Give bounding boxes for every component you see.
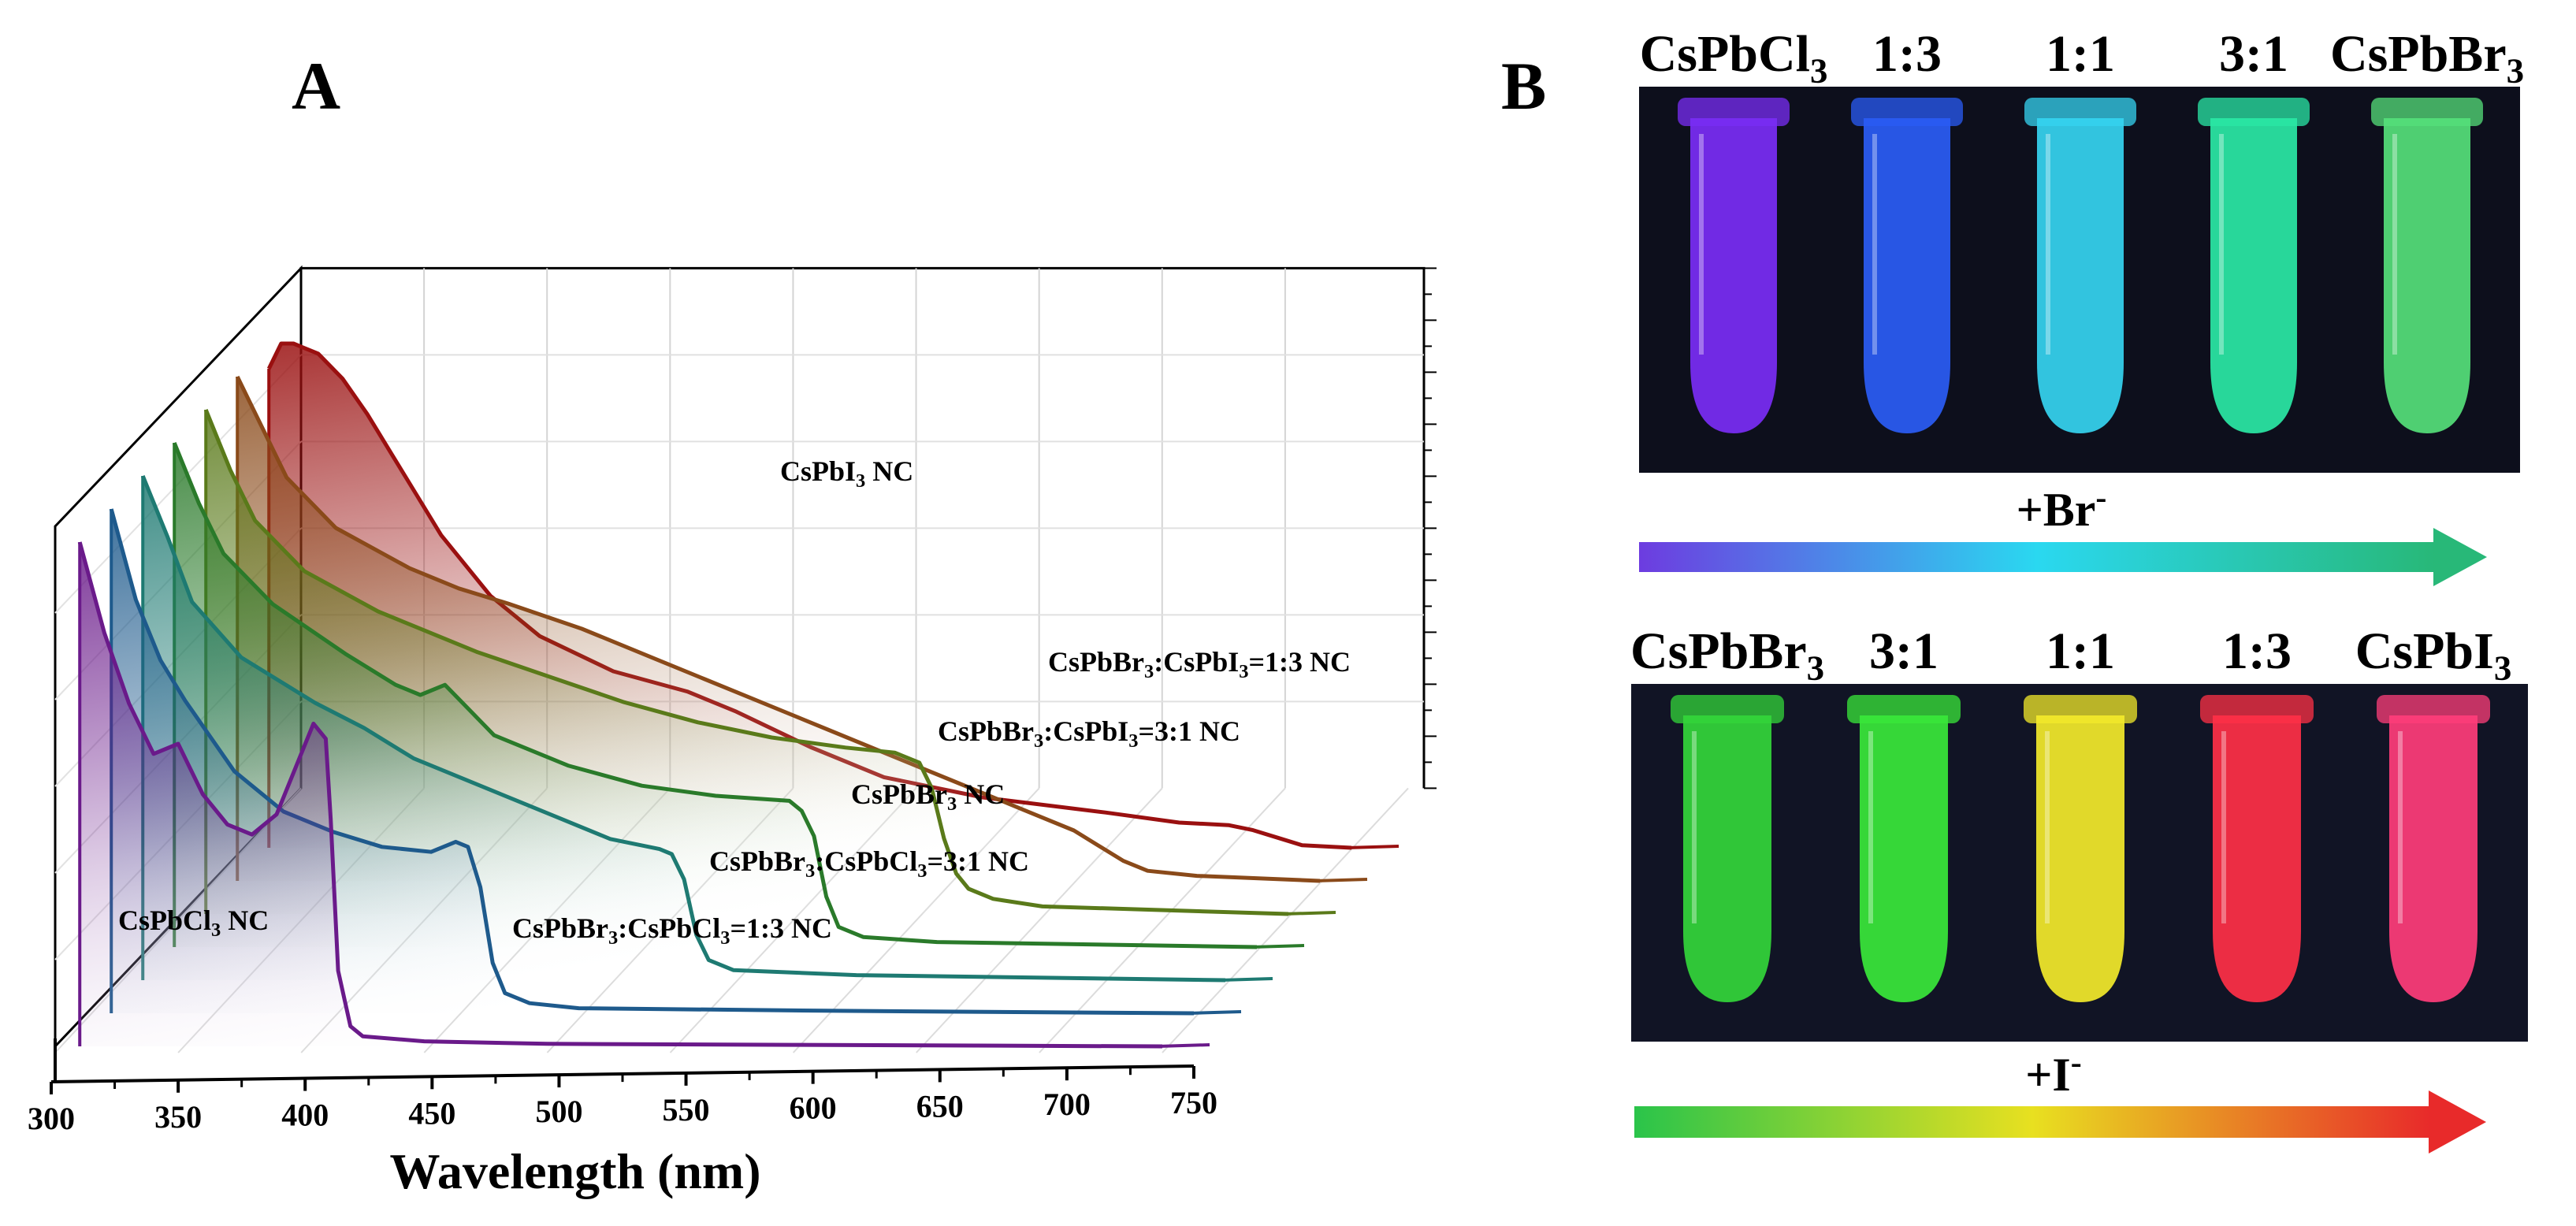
series-line	[77, 541, 1163, 1049]
x-tick-label: 500	[535, 1094, 582, 1129]
vial-label: CsPbCl3	[1640, 25, 1828, 91]
series-label: CsPbI3 NC	[780, 455, 913, 492]
x-tick-label: 600	[790, 1090, 837, 1126]
vial-label: CsPbI3	[2355, 622, 2512, 688]
series-tail	[1188, 1010, 1242, 1015]
x-tick-label: 350	[154, 1099, 202, 1135]
vial-label: CsPbBr3	[1630, 622, 1824, 688]
series-label: CsPbBr3:CsPbI3=1:3 NC	[1048, 646, 1351, 682]
series-label: CsPbBr3:CsPbI3=3:1 NC	[938, 715, 1240, 752]
vial	[1864, 118, 1950, 433]
vials-photo-iodide	[1631, 684, 2528, 1042]
series-label: CsPbBr3 NC	[851, 778, 1005, 815]
vial	[2210, 118, 2297, 433]
series-line	[172, 442, 1258, 949]
arrow-iodide-head	[2429, 1090, 2486, 1154]
series-tail	[1346, 845, 1400, 849]
x-tick-label: 750	[1170, 1085, 1217, 1120]
series-label: CsPbCl3 NC	[118, 905, 269, 941]
series-tail	[1220, 977, 1273, 982]
vials-labels-iodide: CsPbBr3 3:1 1:1 1:3 CsPbI3	[1630, 622, 2511, 688]
arrow-bromide: +Br-	[1639, 480, 2487, 586]
chart-series	[77, 341, 1400, 1049]
vial-label: 1:1	[2046, 25, 2115, 83]
vial	[2384, 118, 2470, 433]
series-line	[109, 508, 1195, 1016]
vials-labels-bromide: CsPbCl3 1:3 1:1 3:1 CsPbBr3	[1640, 25, 2524, 91]
vial-label: 3:1	[2219, 25, 2288, 83]
series-label: CsPbBr3:CsPbCl3=3:1 NC	[709, 845, 1029, 882]
arrow-bromide-bar	[1639, 542, 2435, 572]
arrow-iodide-label: +I-	[2025, 1045, 2082, 1101]
vial	[2036, 715, 2124, 1002]
vial-label: 1:3	[1872, 25, 1942, 83]
x-tick-label: 650	[916, 1088, 964, 1124]
series-fill	[80, 542, 1163, 1046]
x-tick-label: 400	[281, 1098, 329, 1133]
series-tail	[1251, 944, 1305, 949]
vial	[2037, 118, 2124, 433]
vial	[1683, 715, 1771, 1002]
x-tick-label: 700	[1043, 1087, 1091, 1122]
x-axis-label: Wavelength (nm)	[389, 1143, 760, 1199]
arrow-iodide: +I-	[1634, 1045, 2486, 1154]
vial	[2389, 715, 2477, 1002]
series-line	[203, 409, 1289, 916]
vial	[1860, 715, 1948, 1002]
x-tick-label: 300	[28, 1101, 75, 1136]
x-tick-label: 550	[663, 1092, 710, 1128]
series-line	[235, 375, 1321, 883]
chart-series-labels: CsPbCl3 NC CsPbBr3:CsPbCl3=1:3 NC CsPbBr3:…	[118, 455, 1351, 949]
series-tail	[1314, 878, 1368, 882]
series-label: CsPbBr3:CsPbCl3=1:3 NC	[512, 912, 832, 949]
panel-a-label: A	[292, 48, 340, 124]
arrow-iodide-bar	[1634, 1106, 2430, 1138]
vial	[1690, 118, 1777, 433]
series-fill	[111, 509, 1195, 1013]
vial-label: CsPbBr3	[2330, 25, 2524, 91]
arrow-bromide-head	[2433, 528, 2487, 586]
vial-label: 3:1	[1869, 622, 1939, 680]
vials-photo-bromide	[1639, 87, 2520, 473]
vial-label: 1:1	[2046, 622, 2115, 680]
x-tick-label: 450	[408, 1095, 455, 1131]
panel-b-label: B	[1501, 48, 1546, 124]
chart-axes: 300 350 400 450 500 550 600 650 700 750	[28, 1038, 1217, 1136]
series-tail	[1157, 1043, 1210, 1048]
panel-b: B CsPbCl3 1:3 1:1 3:1 CsPbBr3 +Br- CsPbBr3 3:…	[1501, 25, 2528, 1154]
panel-a: A 300 350 400 450 500 550 600 650 700 750 CsPbCl3…	[28, 48, 1437, 1199]
arrow-bromide-label: +Br-	[2017, 480, 2107, 536]
vial-label: 1:3	[2222, 622, 2292, 680]
vial	[2213, 715, 2301, 1002]
series-tail	[1283, 911, 1336, 916]
series-line	[140, 475, 1226, 983]
